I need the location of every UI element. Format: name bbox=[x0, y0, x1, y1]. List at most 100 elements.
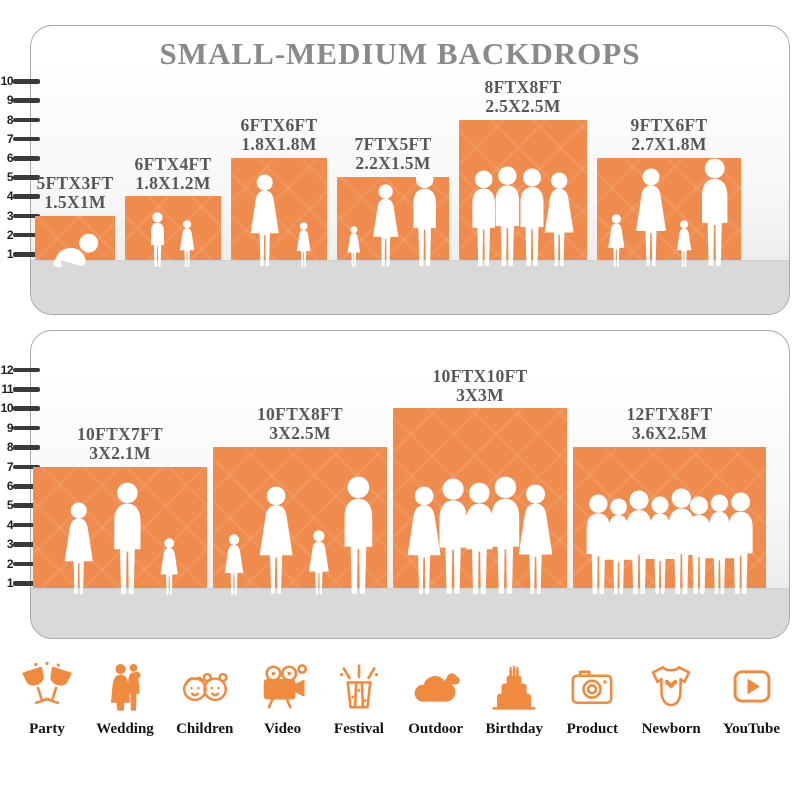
category-newborn: Newborn bbox=[642, 660, 701, 738]
ruler-number: 6 bbox=[6, 151, 14, 165]
outdoor-icon bbox=[409, 660, 463, 719]
woman-silhouette bbox=[59, 502, 98, 596]
category-label: YouTube bbox=[723, 721, 780, 737]
ruler-number: 9 bbox=[6, 420, 14, 435]
ruler-number: 8 bbox=[6, 440, 14, 455]
backdrop-bar bbox=[231, 158, 327, 260]
girl-silhouette bbox=[157, 538, 181, 596]
ruler-number: 3 bbox=[6, 537, 14, 552]
ruler-tick bbox=[13, 387, 40, 392]
children-icon bbox=[178, 660, 232, 719]
birthday-icon bbox=[487, 660, 541, 719]
category-label: Festival bbox=[333, 721, 384, 737]
ruler-tick bbox=[13, 561, 40, 567]
backdrop-size-label: 10FTX8FT 3X2.5M bbox=[205, 400, 395, 443]
size-m-label: 1.5X1M bbox=[44, 191, 106, 212]
backdrop-bar bbox=[125, 196, 221, 260]
ruler-number: 4 bbox=[6, 517, 14, 532]
wedding-icon bbox=[98, 660, 152, 719]
ruler-tick bbox=[13, 484, 40, 489]
man-silhouette bbox=[723, 492, 758, 596]
man-silhouette bbox=[696, 158, 733, 268]
ruler-tick bbox=[13, 425, 40, 431]
size-m-label: 2.7X1.8M bbox=[631, 134, 707, 155]
ruler-number: 5 bbox=[6, 170, 14, 185]
size-ft-label: 6FTX4FT bbox=[134, 153, 212, 174]
size-ft-label: 5FTX3FT bbox=[36, 172, 114, 193]
backdrop-size-label: 7FTX5FT 2.2X1.5M bbox=[298, 130, 488, 173]
woman-silhouette bbox=[539, 172, 579, 268]
woman-silhouette bbox=[368, 184, 403, 268]
ruler-number: 9 bbox=[6, 93, 14, 108]
ruler-tick bbox=[13, 136, 40, 142]
ruler-tick bbox=[13, 252, 40, 257]
category-birthday: Birthday bbox=[485, 660, 543, 738]
ruler-number: 11 bbox=[1, 382, 13, 396]
girl-silhouette bbox=[605, 214, 628, 268]
size-ft-label: 7FTX5FT bbox=[354, 134, 432, 155]
ruler-tick bbox=[13, 367, 40, 373]
backdrop-size-label: 10FTX7FT 3X2.1M bbox=[25, 420, 215, 463]
floor-strip bbox=[31, 588, 789, 638]
floor-strip bbox=[31, 260, 789, 314]
size-ft-label: 6FTX6FT bbox=[240, 115, 318, 136]
ruler-tick bbox=[13, 79, 40, 84]
size-ft-label: 8FTX8FT bbox=[484, 76, 562, 97]
ruler-number: 7 bbox=[6, 459, 14, 474]
category-label: Birthday bbox=[485, 721, 543, 737]
size-ft-label: 10FTX7FT bbox=[76, 423, 163, 444]
category-wedding: Wedding bbox=[96, 660, 154, 738]
youtube-icon bbox=[725, 660, 779, 719]
video-icon bbox=[256, 660, 310, 719]
ruler-tick bbox=[13, 156, 40, 161]
category-label: Party bbox=[29, 721, 65, 737]
backdrop-size-label: 12FTX8FT 3.6X2.5M bbox=[575, 400, 765, 443]
baby-silhouette bbox=[48, 232, 102, 268]
ruler-number: 10 bbox=[0, 74, 14, 89]
ruler-tick bbox=[13, 445, 40, 450]
man-silhouette bbox=[408, 170, 441, 268]
size-m-label: 1.8X1.8M bbox=[241, 134, 317, 155]
ruler-tick bbox=[13, 406, 40, 411]
woman-silhouette bbox=[630, 168, 672, 268]
category-label: Wedding bbox=[96, 721, 154, 737]
woman-silhouette bbox=[512, 484, 559, 596]
girl-silhouette bbox=[305, 530, 333, 596]
ruler-tick bbox=[13, 503, 40, 508]
category-label: Newborn bbox=[641, 721, 701, 737]
category-children: Children bbox=[176, 660, 233, 738]
ruler-number: 2 bbox=[6, 556, 14, 571]
woman-silhouette bbox=[245, 174, 284, 268]
newborn-icon bbox=[644, 660, 698, 719]
category-party: Party bbox=[20, 660, 74, 738]
ruler-number: 1 bbox=[6, 576, 14, 590]
category-video: Video bbox=[256, 660, 310, 738]
size-m-label: 1.8X1.2M bbox=[135, 172, 211, 193]
ruler-number: 3 bbox=[6, 208, 14, 223]
category-row: Party Wedding Children Video Festival Ou… bbox=[20, 660, 780, 738]
ruler-number: 6 bbox=[6, 479, 14, 493]
category-festival: Festival bbox=[332, 660, 386, 738]
category-label: Children bbox=[176, 721, 234, 737]
ruler-tick bbox=[13, 175, 40, 180]
size-m-label: 2.5X2.5M bbox=[485, 95, 561, 116]
size-m-label: 2.2X1.5M bbox=[355, 153, 431, 174]
ruler-tick bbox=[13, 117, 40, 123]
girl-silhouette bbox=[345, 226, 363, 268]
size-ft-label: 9FTX6FT bbox=[630, 115, 708, 136]
ruler-tick bbox=[13, 194, 40, 199]
backdrop-size-label: 10FTX10FT 3X3M bbox=[385, 361, 575, 404]
size-ft-label: 10FTX10FT bbox=[432, 365, 528, 386]
ruler-tick bbox=[13, 464, 40, 470]
woman-silhouette bbox=[253, 486, 299, 596]
ruler-number: 7 bbox=[6, 131, 14, 146]
ruler-number: 5 bbox=[6, 498, 14, 513]
ruler-tick bbox=[13, 232, 40, 238]
size-m-label: 3.6X2.5M bbox=[631, 423, 708, 444]
category-label: Outdoor bbox=[408, 721, 464, 737]
ruler-number: 10 bbox=[0, 401, 14, 416]
festival-icon bbox=[332, 660, 386, 719]
ruler-number: 12 bbox=[0, 362, 14, 377]
backdrop-size-label: 5FTX3FT 1.5X1M bbox=[0, 169, 170, 212]
